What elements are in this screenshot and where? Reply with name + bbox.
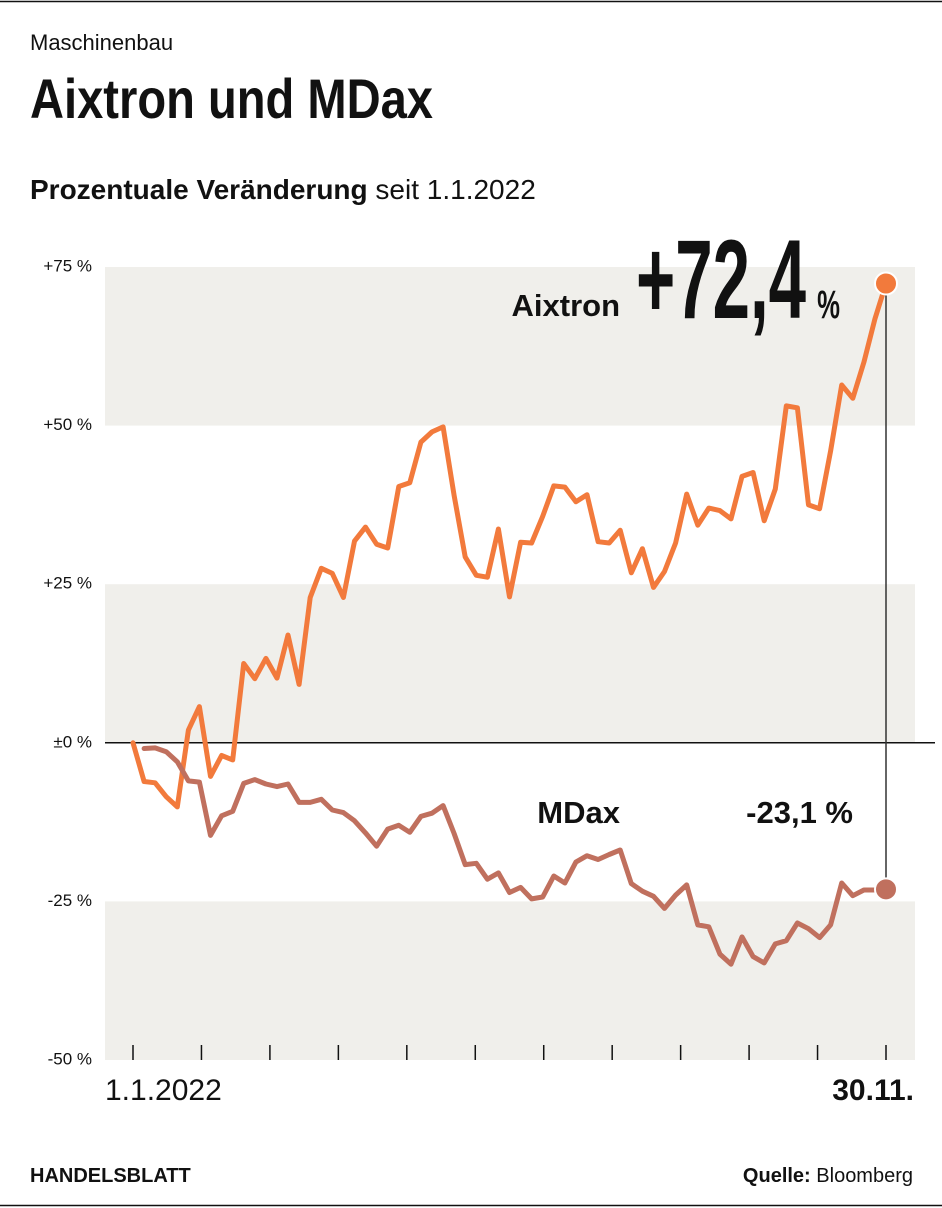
y-tick-label: +75 %: [43, 256, 92, 275]
band: [105, 267, 915, 426]
chart-title: Aixtron und MDax: [30, 67, 433, 130]
brand: HANDELSBLATT: [30, 1165, 191, 1187]
y-tick-label: +25 %: [43, 574, 92, 593]
value-label-number: +72,4: [636, 217, 806, 342]
band: [105, 584, 915, 743]
x-tick-label: 1.1.2022: [105, 1074, 222, 1107]
y-tick-label: ±0 %: [53, 732, 92, 751]
y-tick-label: -50 %: [48, 1049, 92, 1068]
x-tick-label: 30.11.: [832, 1074, 914, 1107]
kicker: Maschinenbau: [30, 30, 173, 55]
series-line: [130, 281, 889, 810]
value-label: +72,4 %: [636, 217, 840, 342]
subtitle: Prozentuale Veränderung seit 1.1.2022: [30, 174, 536, 205]
end-dot: [874, 877, 898, 902]
series-label: MDax: [537, 795, 620, 830]
band: [105, 901, 915, 1060]
subtitle-rest: seit 1.1.2022: [375, 174, 535, 205]
end-dot: [874, 271, 898, 296]
series-label: Aixtron: [512, 288, 621, 323]
source-name: Bloomberg: [816, 1165, 913, 1187]
y-tick-label: +50 %: [43, 415, 92, 434]
source: Quelle: Bloomberg: [743, 1165, 913, 1187]
y-tick-label: -25 %: [48, 891, 92, 910]
subtitle-emphasis: Prozentuale Veränderung: [30, 174, 368, 205]
value-label: -23,1 %: [746, 795, 853, 830]
series-line: [141, 745, 889, 967]
plot-area: +75 % +50 % +25 % ±0 % -25 % -50 % 1.1.2022 30.…: [43, 217, 935, 1107]
value-label-unit: %: [810, 283, 840, 327]
source-label: Quelle:: [743, 1165, 811, 1187]
